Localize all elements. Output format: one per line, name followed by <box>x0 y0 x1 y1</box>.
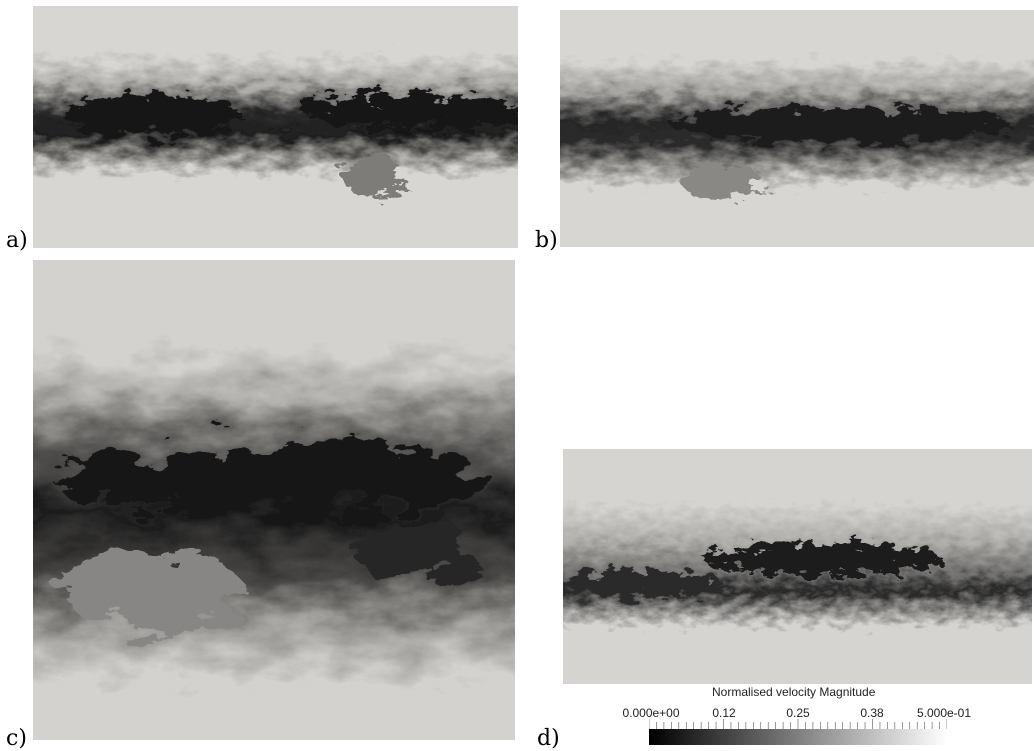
panel-a-label: a) <box>6 228 28 253</box>
colorbar-tick-label: 0.38 <box>860 706 884 720</box>
panel-a-velocity-field <box>33 6 518 248</box>
colorbar-tick-label: 0.000e+00 <box>622 706 680 720</box>
colorbar-tick-label: 0.12 <box>712 706 736 720</box>
colorbar-tick-label: 5.000e-01 <box>916 706 972 720</box>
turbulent-shear-layer-image-c <box>33 260 515 740</box>
turbulent-shear-layer-image-d <box>563 449 1032 684</box>
colorbar <box>649 719 947 745</box>
panel-c-velocity-field <box>33 260 515 740</box>
colorbar-tick-label: 0.25 <box>786 706 810 720</box>
panel-d-velocity-field <box>563 449 1032 684</box>
turbulent-shear-layer-image-b <box>560 10 1034 247</box>
panel-d-label: d) <box>537 726 560 751</box>
turbulent-shear-layer-image-a <box>33 6 518 248</box>
panel-b-velocity-field <box>560 10 1034 247</box>
colorbar-title: Normalised velocity Magnitude <box>712 685 876 699</box>
panel-b-label: b) <box>535 228 558 253</box>
panel-c-label: c) <box>6 726 27 751</box>
